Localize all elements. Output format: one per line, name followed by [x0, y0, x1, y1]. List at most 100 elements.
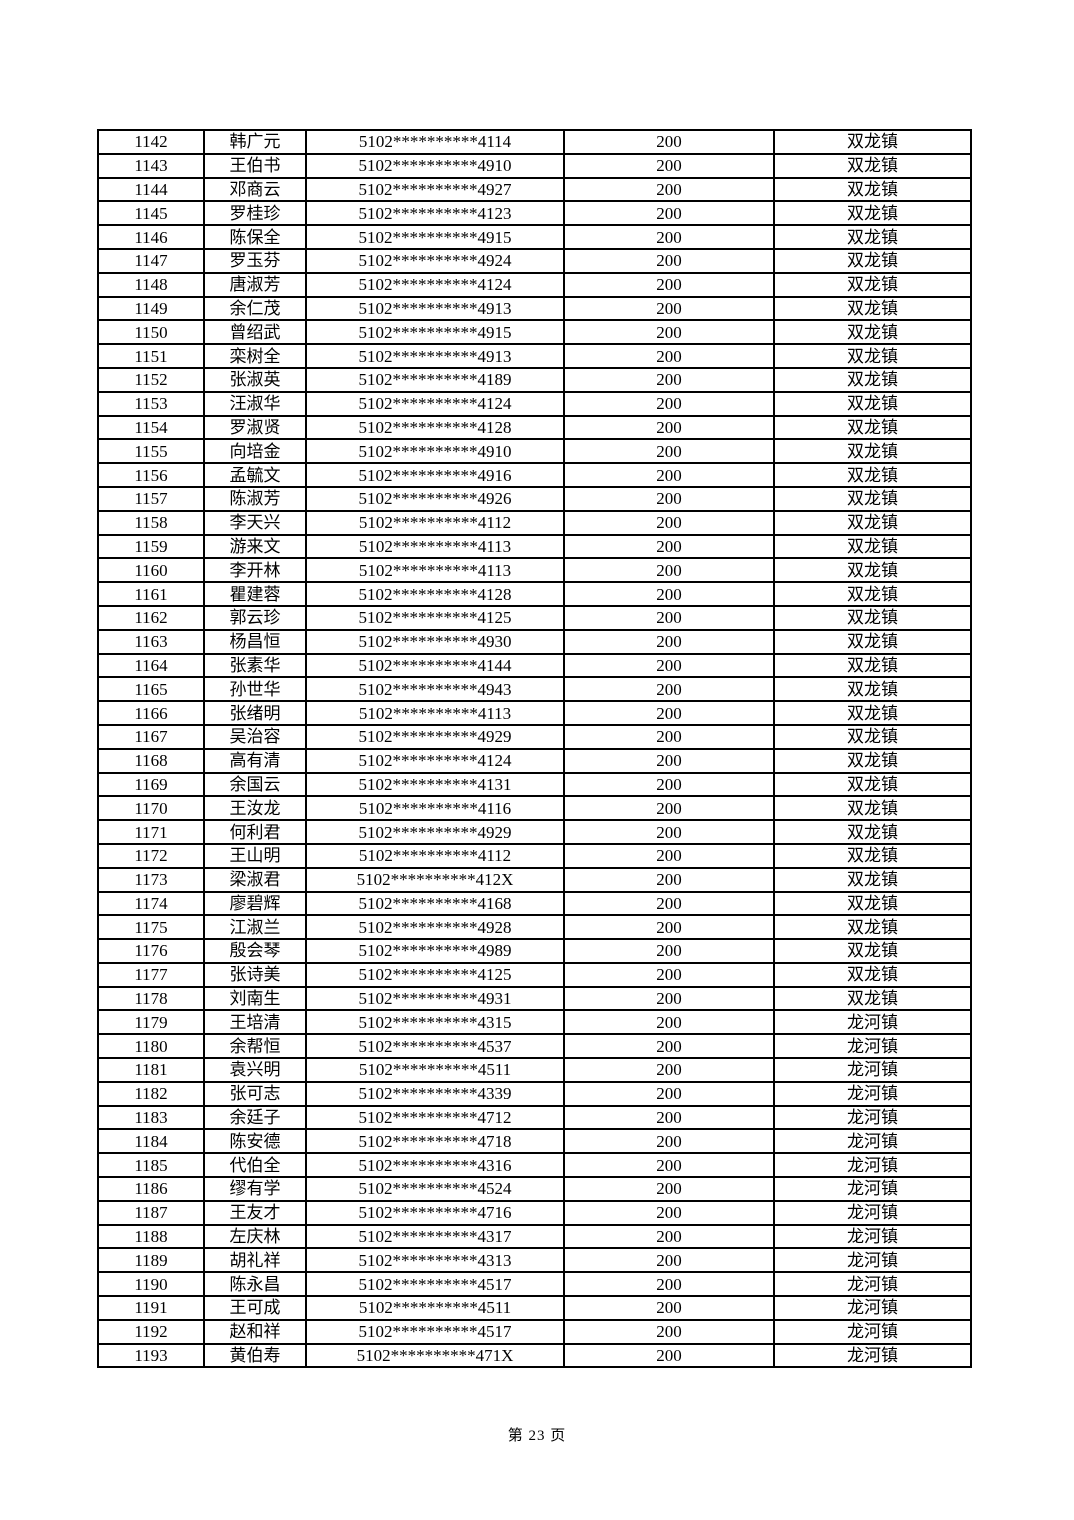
cell-amount: 200: [563, 890, 775, 917]
cell-amount: 200: [563, 1247, 775, 1274]
cell-amount: 200: [563, 938, 775, 964]
table-row: 1156 孟毓文 5102**********4916 200 双龙镇: [97, 462, 972, 488]
cell-id-number: 5102**********4910: [305, 152, 565, 179]
cell-index: 1154: [97, 414, 205, 441]
cell-index: 1147: [97, 247, 205, 274]
table-row: 1166 张绪明 5102**********4113 200 双龙镇: [97, 700, 972, 726]
cell-name: 陈安德: [203, 1128, 307, 1155]
cell-index: 1164: [97, 652, 205, 679]
cell-amount: 200: [563, 581, 775, 607]
cell-index: 1161: [97, 581, 205, 607]
cell-town: 龙河镇: [773, 1152, 972, 1179]
cell-index: 1177: [97, 961, 205, 988]
cell-id-number: 5102**********4131: [305, 771, 565, 798]
cell-id-number: 5102**********4112: [305, 842, 565, 869]
cell-name: 栾树全: [203, 343, 307, 369]
cell-town: 双龙镇: [773, 129, 972, 155]
table-row: 1152 张淑英 5102**********4189 200 双龙镇: [97, 366, 972, 393]
cell-town: 双龙镇: [773, 723, 972, 750]
table-row: 1163 杨昌恒 5102**********4930 200 双龙镇: [97, 628, 972, 655]
cell-index: 1160: [97, 557, 205, 584]
table-row: 1164 张素华 5102**********4144 200 双龙镇: [97, 652, 972, 679]
cell-town: 龙河镇: [773, 1223, 972, 1250]
cell-name: 邓商云: [203, 176, 307, 203]
cell-town: 双龙镇: [773, 842, 972, 869]
cell-amount: 200: [563, 866, 775, 893]
cell-id-number: 5102**********4116: [305, 795, 565, 822]
cell-index: 1145: [97, 200, 205, 227]
cell-id-number: 5102**********4517: [305, 1271, 565, 1298]
cell-town: 双龙镇: [773, 295, 972, 322]
table-row: 1143 王伯书 5102**********4910 200 双龙镇: [97, 152, 972, 179]
cell-town: 龙河镇: [773, 1176, 972, 1202]
cell-id-number: 5102**********4989: [305, 938, 565, 964]
cell-town: 双龙镇: [773, 438, 972, 465]
cell-town: 双龙镇: [773, 509, 972, 536]
cell-name: 张可志: [203, 1080, 307, 1107]
cell-name: 廖碧辉: [203, 890, 307, 917]
cell-index: 1167: [97, 723, 205, 750]
table-row: 1183 余廷子 5102**********4712 200 龙河镇: [97, 1104, 972, 1131]
table-row: 1185 代伯全 5102**********4316 200 龙河镇: [97, 1152, 972, 1179]
cell-amount: 200: [563, 390, 775, 417]
cell-index: 1190: [97, 1271, 205, 1298]
cell-town: 双龙镇: [773, 985, 972, 1012]
table-row: 1175 江淑兰 5102**********4928 200 双龙镇: [97, 914, 972, 941]
cell-index: 1142: [97, 129, 205, 155]
cell-name: 余帮恒: [203, 1033, 307, 1060]
cell-town: 双龙镇: [773, 676, 972, 703]
cell-id-number: 5102**********4123: [305, 200, 565, 227]
cell-town: 双龙镇: [773, 914, 972, 941]
cell-index: 1158: [97, 509, 205, 536]
cell-name: 袁兴明: [203, 1057, 307, 1083]
cell-amount: 200: [563, 747, 775, 774]
cell-amount: 200: [563, 557, 775, 584]
cell-name: 代伯全: [203, 1152, 307, 1179]
cell-amount: 200: [563, 224, 775, 250]
table-row: 1191 王可成 5102**********4511 200 龙河镇: [97, 1295, 972, 1321]
cell-index: 1146: [97, 224, 205, 250]
table-row: 1180 余帮恒 5102**********4537 200 龙河镇: [97, 1033, 972, 1060]
cell-town: 双龙镇: [773, 866, 972, 893]
cell-amount: 200: [563, 723, 775, 750]
cell-index: 1148: [97, 271, 205, 298]
cell-name: 曾绍武: [203, 319, 307, 346]
cell-amount: 200: [563, 1009, 775, 1036]
table-row: 1179 王培清 5102**********4315 200 龙河镇: [97, 1009, 972, 1036]
cell-id-number: 5102**********4716: [305, 1199, 565, 1226]
cell-name: 罗淑贤: [203, 414, 307, 441]
cell-id-number: 5102**********4913: [305, 343, 565, 369]
cell-amount: 200: [563, 652, 775, 679]
cell-amount: 200: [563, 1080, 775, 1107]
cell-index: 1150: [97, 319, 205, 346]
cell-town: 龙河镇: [773, 1295, 972, 1321]
cell-amount: 200: [563, 247, 775, 274]
cell-id-number: 5102**********4929: [305, 819, 565, 845]
table-row: 1184 陈安德 5102**********4718 200 龙河镇: [97, 1128, 972, 1155]
cell-id-number: 5102**********4924: [305, 247, 565, 274]
cell-town: 双龙镇: [773, 247, 972, 274]
cell-amount: 200: [563, 1104, 775, 1131]
cell-amount: 200: [563, 1199, 775, 1226]
cell-name: 张素华: [203, 652, 307, 679]
table-row: 1186 缪有学 5102**********4524 200 龙河镇: [97, 1176, 972, 1202]
cell-town: 双龙镇: [773, 200, 972, 227]
cell-name: 张淑英: [203, 366, 307, 393]
table-row: 1145 罗桂珍 5102**********4123 200 双龙镇: [97, 200, 972, 227]
cell-amount: 200: [563, 1057, 775, 1083]
cell-amount: 200: [563, 771, 775, 798]
cell-index: 1172: [97, 842, 205, 869]
cell-town: 龙河镇: [773, 1080, 972, 1107]
cell-name: 向培金: [203, 438, 307, 465]
cell-id-number: 5102**********4928: [305, 914, 565, 941]
cell-id-number: 5102**********412X: [305, 866, 565, 893]
cell-name: 缪有学: [203, 1176, 307, 1202]
cell-amount: 200: [563, 129, 775, 155]
cell-name: 何利君: [203, 819, 307, 845]
cell-index: 1156: [97, 462, 205, 488]
cell-index: 1170: [97, 795, 205, 822]
cell-id-number: 5102**********4511: [305, 1057, 565, 1083]
cell-town: 龙河镇: [773, 1033, 972, 1060]
cell-amount: 200: [563, 271, 775, 298]
